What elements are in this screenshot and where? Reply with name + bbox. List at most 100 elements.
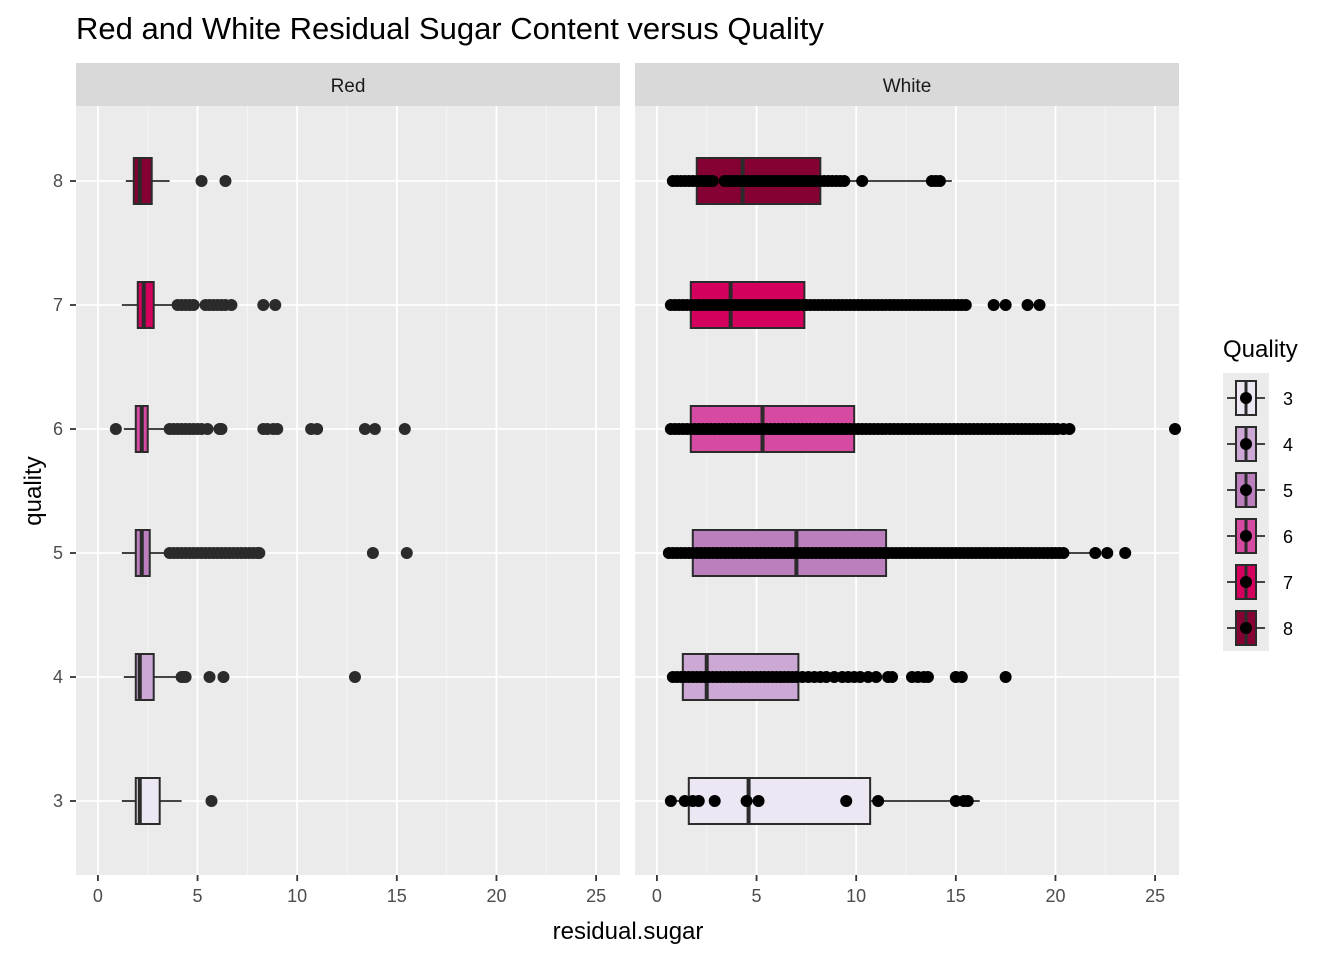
outlier-point [1033,299,1046,311]
outlier-point [961,795,974,807]
boxplot-q5 [121,529,413,577]
outlier-point [271,423,284,435]
facet-white: White 0 5 10 15 20 25 [635,63,1182,906]
outlier-point [840,795,853,807]
legend-label: 7 [1283,573,1293,593]
outlier-point [1063,423,1076,435]
outlier-point [400,547,413,559]
boxplot-q8 [125,157,232,205]
legend-point [1240,484,1252,496]
y-tick-label: 3 [53,791,63,811]
outlier-point [870,671,883,683]
outlier-point [225,299,238,311]
x-tick-label: 25 [1145,886,1165,906]
outlier-point [708,795,721,807]
outlier-point [1021,299,1034,311]
outlier-point [664,795,677,807]
outlier-point [195,175,208,187]
outlier-point [933,175,946,187]
outlier-point [109,423,122,435]
outlier-point [366,547,379,559]
outlier-point [921,671,934,683]
outlier-point [269,299,282,311]
outlier-point [959,299,972,311]
x-tick-label: 10 [846,886,866,906]
boxplot-q7 [664,281,1046,329]
x-tick-label: 15 [946,886,966,906]
boxplot-q4 [123,653,361,701]
outlier-point [872,795,885,807]
facet-strip [635,63,1179,106]
boxplot-q3 [664,777,980,825]
legend-title: Quality [1223,336,1298,363]
outlier-point [692,795,705,807]
y-tick-label: 7 [53,295,63,315]
legend-point [1240,438,1252,450]
outlier-point [752,795,765,807]
legend-label: 5 [1283,481,1293,501]
outlier-point [215,423,228,435]
boxplot-q5 [662,529,1132,577]
outlier-point [955,671,968,683]
outlier-point [205,795,218,807]
legend-point [1240,622,1252,634]
chart-title: Red and White Residual Sugar Content ver… [76,11,824,46]
outlier-point [838,175,851,187]
legend-key-4: 4 [1227,426,1293,462]
legend: Quality 3 4 5 6 7 8 [1223,336,1298,651]
legend-label: 4 [1283,435,1293,455]
outlier-point [987,299,1000,311]
legend-label: 6 [1283,527,1293,547]
outlier-point [203,671,216,683]
x-tick-label: 20 [486,886,506,906]
legend-key-7: 7 [1227,564,1293,600]
y-tick-label: 8 [53,171,63,191]
boxplot-q7 [121,281,282,329]
outlier-point [886,671,899,683]
boxplot-q4 [666,653,1012,701]
outlier-point [1101,547,1114,559]
y-tick-label: 5 [53,543,63,563]
boxplot-q8 [666,157,952,205]
legend-key-background [1223,373,1269,651]
boxplot-q6 [109,405,411,453]
outlier-point [999,299,1012,311]
x-tick-label: 5 [752,886,762,906]
outlier-point [257,299,270,311]
outlier-point [706,175,719,187]
outlier-point [201,423,214,435]
outlier-point [179,671,192,683]
legend-label: 8 [1283,619,1293,639]
y-axis-title: quality [20,456,47,525]
boxplot-q6 [664,405,1182,453]
x-tick-label: 0 [652,886,662,906]
outlier-point [217,671,230,683]
legend-point [1240,576,1252,588]
x-tick-label: 0 [93,886,103,906]
y-axis: 3 4 5 6 7 8 [53,171,76,811]
outlier-point [740,795,753,807]
y-tick-label: 4 [53,667,63,687]
outlier-point [1119,547,1132,559]
x-axis-title: residual.sugar [553,918,704,945]
facet-strip [76,63,620,106]
panel-background [76,106,620,875]
outlier-point [311,423,324,435]
outlier-point [187,299,200,311]
legend-point [1240,530,1252,542]
legend-key-3: 3 [1227,380,1293,416]
outlier-point [999,671,1012,683]
outlier-point [856,175,869,187]
legend-key-8: 8 [1227,610,1293,646]
facet-panels: Red 0 5 10 15 20 25 White 0 5 10 15 20 25 3 4 5 6 7 8 [53,63,1182,906]
panel-background [635,106,1179,875]
boxplot-q3 [121,777,218,825]
facet-label: White [883,76,932,97]
facet-label: Red [331,76,366,97]
legend-key-6: 6 [1227,518,1293,554]
legend-point [1240,392,1252,404]
facet-red: Red 0 5 10 15 20 25 [76,63,620,906]
outlier-point [1057,547,1070,559]
outlier-point [1169,423,1182,435]
